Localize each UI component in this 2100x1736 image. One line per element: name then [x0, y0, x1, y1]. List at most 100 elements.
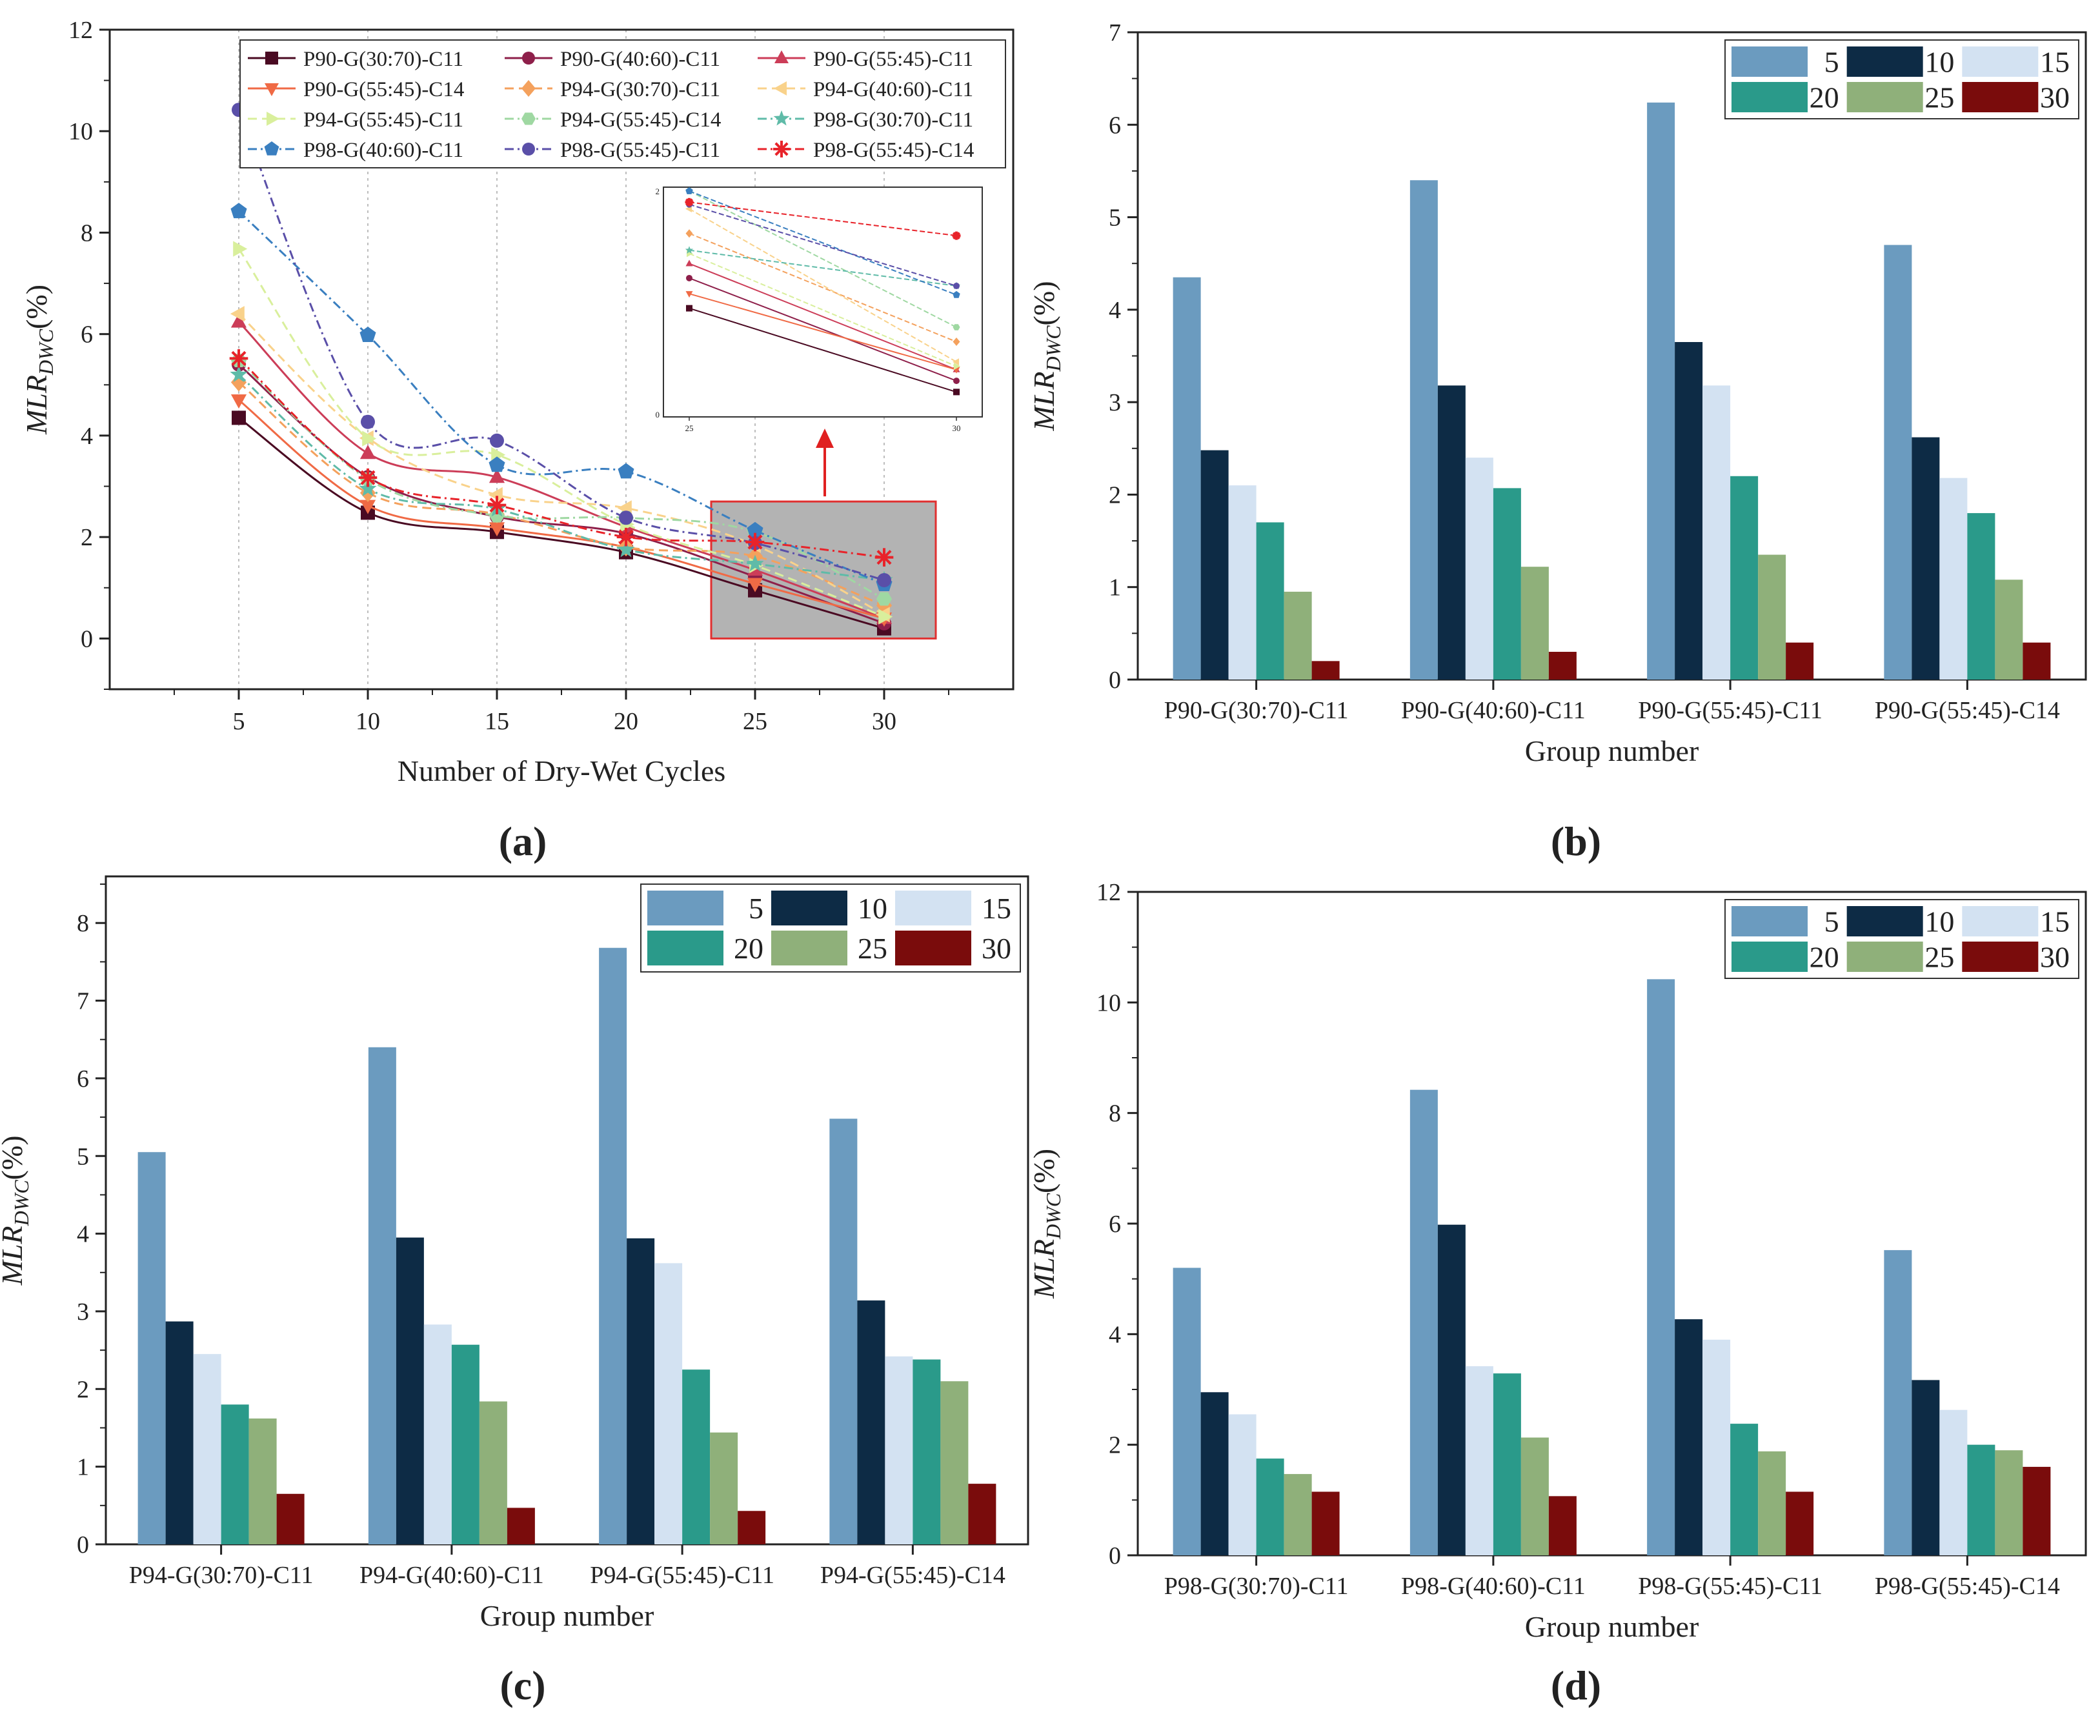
bar [1786, 1491, 1814, 1555]
y-tick-label: 0 [81, 625, 93, 652]
legend-marker [522, 143, 535, 156]
x-tick-label: P98-G(55:45)-C11 [1638, 1573, 1822, 1600]
y-tick-label: 2 [1109, 481, 1121, 509]
legend-label: P98-G(55:45)-C11 [560, 139, 720, 162]
data-point-stroke [747, 534, 763, 550]
legend-label: 30 [2040, 941, 2070, 974]
bar [1284, 591, 1312, 680]
legend-item: P98-G(30:70)-C11 [758, 108, 973, 132]
legend-label: 10 [1924, 46, 1954, 79]
legend-item: 25 [771, 931, 887, 965]
legend-label: P90-G(55:45)-C11 [813, 48, 973, 71]
x-axis-label: Group number [480, 1599, 654, 1632]
bar [829, 1118, 858, 1544]
y-tick-label: 4 [81, 423, 93, 450]
legend-item: 5 [647, 891, 763, 925]
legend-item: 30 [895, 931, 1011, 965]
y-axis-label: MLRDWC(%) [20, 285, 57, 435]
zoom-region [710, 500, 937, 640]
data-point [232, 410, 246, 425]
bar [1228, 1414, 1257, 1555]
bar [1311, 1491, 1340, 1555]
legend-label: 5 [1824, 905, 1839, 938]
series-line [238, 363, 885, 625]
legend-label: 25 [858, 932, 887, 965]
legend-label: 15 [2040, 905, 2070, 938]
data-point [490, 433, 504, 448]
bar [1256, 1458, 1284, 1555]
bar-group [1647, 102, 1814, 680]
legend-swatch [771, 931, 847, 965]
inset-series-P90-G(30:70)-C11 [686, 305, 960, 396]
bar [1939, 478, 1968, 680]
y-axis-label: MLRDWC(%) [1027, 281, 1065, 431]
data-point [489, 456, 505, 472]
bar [1730, 1424, 1759, 1555]
x-tick-label: 30 [872, 708, 896, 735]
legend-item: 20 [647, 931, 763, 965]
data-point [877, 572, 891, 587]
legend-label: 25 [1924, 81, 1954, 114]
series-line [237, 109, 885, 581]
legend-item: 5 [1731, 905, 1839, 938]
bar [1200, 1392, 1229, 1555]
legend-item: P98-G(55:45)-C14 [758, 139, 974, 162]
inset-series-line [689, 293, 957, 370]
legend-label: 25 [1924, 941, 1954, 974]
legend-marker [267, 112, 279, 126]
x-tick-label: P94-G(30:70)-C11 [129, 1562, 314, 1589]
y-tick-label: 3 [77, 1298, 89, 1326]
bar-group [1173, 277, 1340, 680]
y-tick-label: 6 [1109, 1211, 1121, 1238]
plot-frame [105, 875, 1029, 1546]
legend: 5 10 15 20 25 30 [1724, 39, 2079, 119]
x-tick-label: P90-G(40:60)-C11 [1401, 697, 1586, 724]
bar [1967, 513, 1995, 680]
y-axis-label: MLRDWC(%) [0, 1135, 33, 1286]
legend-marker [774, 50, 789, 63]
legend-label: P94-G(30:70)-C11 [560, 78, 720, 101]
legend-swatch [1962, 906, 2039, 936]
bar [1675, 1319, 1703, 1555]
bar [1730, 476, 1759, 680]
y-axis-label-subscript: DWC [10, 1180, 33, 1227]
inset-series-line [689, 252, 957, 367]
inset-data-point [953, 290, 960, 298]
data-point [362, 430, 377, 447]
legend-label: P94-G(40:60)-C11 [813, 78, 973, 101]
legend-marker [265, 52, 278, 65]
bar [738, 1511, 766, 1544]
bar [1173, 1267, 1201, 1555]
x-axis-label: Group number [1525, 734, 1699, 767]
series-line [237, 210, 885, 585]
y-tick-label: 5 [1109, 205, 1121, 232]
y-tick-label: 1 [77, 1454, 89, 1481]
panel-b-bar-chart: 0 1 2 3 4 5 6 7 P90-G(30:70)-C11 P90-G(40:60)-C11… [1027, 19, 2087, 864]
y-axis-label-main: MLR [1027, 372, 1060, 432]
data-point [619, 510, 633, 525]
legend-item: 30 [1962, 941, 2070, 974]
bar [1884, 245, 1912, 680]
legend-label: 20 [1810, 941, 1839, 974]
legend-marker [521, 112, 536, 125]
legend-item: 5 [1731, 46, 1839, 79]
legend-swatch [895, 891, 971, 925]
bar [423, 1324, 452, 1544]
inset-data-point [953, 324, 960, 330]
inset-chart: 25 30 0 2 [656, 187, 983, 433]
data-point-stroke [231, 350, 247, 366]
data-point [230, 306, 245, 322]
legend-marker [265, 83, 279, 96]
legend-item: 20 [1731, 81, 1839, 114]
legend-item: 15 [1962, 905, 2070, 938]
legend-swatch [1731, 942, 1808, 972]
bar [2023, 642, 2051, 680]
bar [1548, 1496, 1577, 1555]
legend-swatch [1962, 942, 2039, 972]
bar [221, 1404, 249, 1544]
inset-series-line [689, 190, 957, 296]
inset-data-point [685, 259, 693, 267]
legend-label: P94-G(55:45)-C14 [560, 108, 721, 132]
inset-data-point [953, 283, 960, 290]
legend-item: P90-G(40:60)-C11 [505, 48, 720, 71]
